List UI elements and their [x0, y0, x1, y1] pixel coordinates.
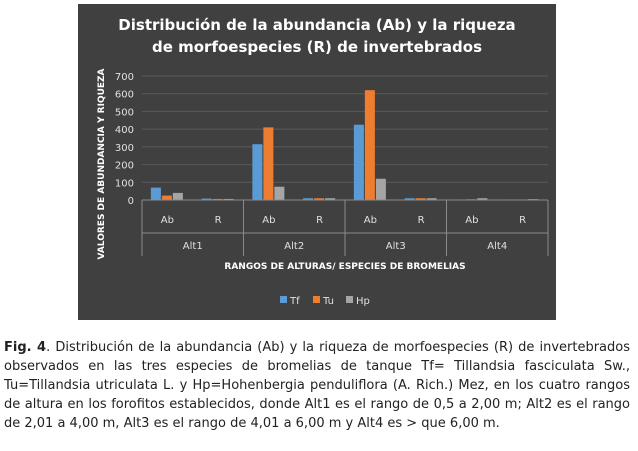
- bar-tf: [252, 144, 263, 200]
- bar-hp: [477, 198, 488, 200]
- bar-hp: [172, 192, 183, 200]
- y-tick-label: 200: [115, 161, 134, 172]
- bar-chart: Distribución de la abundancia (Ab) y la …: [97, 16, 549, 307]
- bar-hp: [223, 198, 234, 200]
- x-group-label: Alt2: [284, 241, 304, 252]
- bar-tu: [415, 198, 426, 200]
- x-group-label: Alt4: [487, 241, 507, 252]
- x-subcategory-label: R: [418, 215, 425, 226]
- bar-tf: [201, 198, 212, 200]
- bar-tu: [364, 90, 375, 200]
- legend-swatch-hp: [346, 296, 353, 303]
- legend-swatch-tf: [280, 296, 287, 303]
- bar-hp: [375, 178, 386, 200]
- x-subcategory-label: R: [215, 215, 222, 226]
- caption-text: . Distribución de la abundancia (Ab) y l…: [4, 340, 630, 431]
- bar-tf: [150, 187, 161, 200]
- y-tick-label: 400: [115, 125, 134, 136]
- legend-label: Tu: [322, 296, 334, 307]
- x-subcategory-label: Ab: [465, 215, 478, 226]
- x-group-label: Alt3: [386, 241, 406, 252]
- y-tick-label: 600: [115, 90, 134, 101]
- bar-hp: [274, 186, 285, 200]
- y-tick-label: 500: [115, 107, 134, 118]
- bar-hp: [426, 198, 437, 200]
- bar-hp: [325, 198, 336, 200]
- bar-tu: [161, 195, 172, 200]
- y-tick-label: 300: [115, 143, 134, 154]
- y-tick-label: 700: [115, 72, 134, 83]
- y-tick-label: 0: [128, 196, 134, 207]
- legend-label: Hp: [356, 296, 370, 307]
- chart-panel: Distribución de la abundancia (Ab) y la …: [78, 4, 556, 320]
- x-axis-label: RANGOS DE ALTURAS/ ESPECIES DE BROMELIAS: [224, 262, 465, 272]
- bar-tu: [263, 127, 274, 200]
- bar-tf: [404, 198, 415, 200]
- x-subcategory-label: Ab: [364, 215, 377, 226]
- y-axis-label: VALORES DE ABUNDANCIA Y RIQUEZA: [97, 68, 107, 259]
- y-tick-label: 100: [115, 178, 134, 189]
- figure-label: Fig. 4: [4, 340, 47, 355]
- legend-swatch-tu: [313, 296, 320, 303]
- figure-caption: Fig. 4. Distribución de la abundancia (A…: [4, 338, 630, 433]
- x-subcategory-label: R: [519, 215, 526, 226]
- bar-tu: [314, 198, 325, 200]
- x-group-label: Alt1: [183, 241, 203, 252]
- bar-tf: [303, 198, 314, 200]
- chart-title-line: de morfoespecies (R) de invertebrados: [152, 38, 482, 56]
- bar-tf: [353, 124, 364, 200]
- bar-tu: [212, 198, 223, 200]
- legend-label: Tf: [289, 296, 300, 307]
- x-subcategory-label: Ab: [161, 215, 174, 226]
- chart-title-line: Distribución de la abundancia (Ab) y la …: [118, 16, 515, 34]
- x-subcategory-label: Ab: [262, 215, 275, 226]
- x-subcategory-label: R: [316, 215, 323, 226]
